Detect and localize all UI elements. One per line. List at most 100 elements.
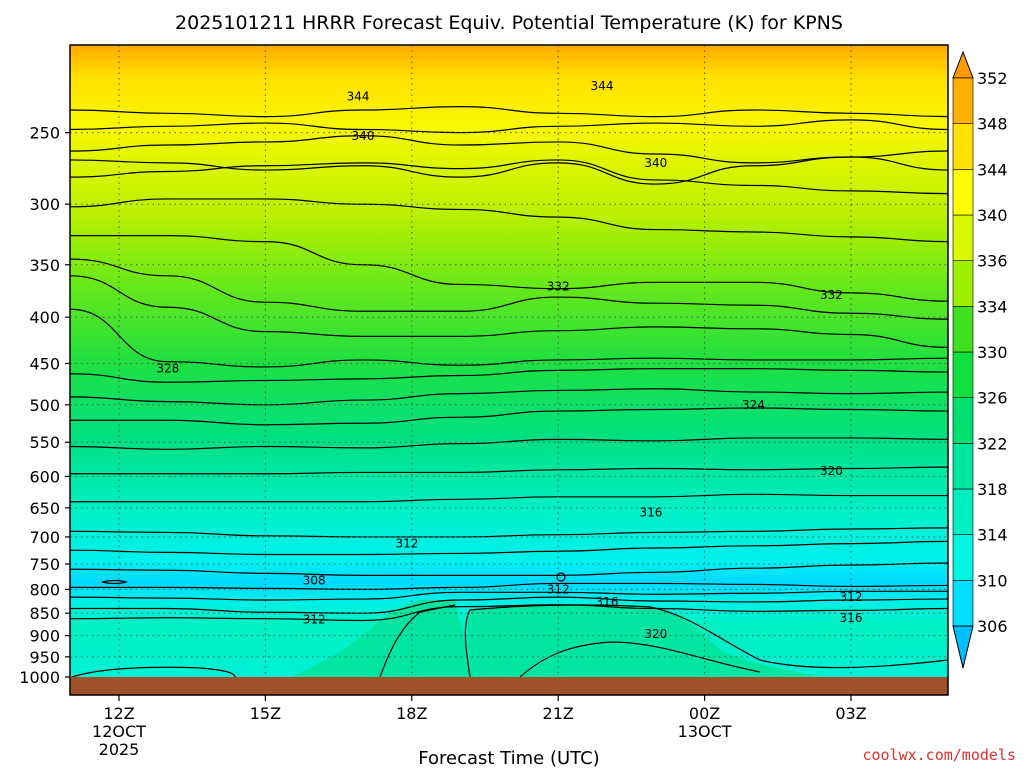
x-tick-label-00Z: 00Z [689, 704, 720, 723]
colorbar-label-330: 330 [977, 343, 1008, 362]
colorbar-segment-9 [952, 169, 974, 216]
contour-line-2 [70, 106, 948, 118]
chart-title: 2025101211 HRRR Forecast Equiv. Potentia… [175, 12, 843, 34]
contour-label-340-3: 340 [644, 156, 667, 170]
colorbar-top-arrow [952, 50, 974, 79]
colorbar-segment-11 [952, 77, 974, 124]
contour-line-9 [70, 275, 948, 348]
colorbar-segment-7 [952, 260, 974, 307]
contour-label-312-10: 312 [395, 537, 418, 551]
contour-label-312-15: 312 [303, 613, 326, 627]
contour-labels: 344 344 340 340 332 332 328 324 320 316 312 308 312 3… [156, 79, 862, 641]
contour-label-340-2: 340 [352, 129, 375, 143]
contour-line-3 [70, 119, 948, 134]
x-tick-sublabel-2025: 2025 [99, 740, 140, 759]
contour-label-320-8: 320 [820, 464, 843, 478]
contour-label-344-1: 344 [591, 79, 614, 93]
x-tick-sublabel-13OCT: 13OCT [678, 722, 732, 741]
x-tick-label-15Z: 15Z [250, 704, 281, 723]
contour-label-308-11: 308 [303, 573, 326, 587]
colorbar-segment-6 [952, 306, 974, 353]
colorbar-segment-8 [952, 214, 974, 261]
colorbar-segment-2 [952, 488, 974, 535]
colorbar-label-336: 336 [977, 252, 1008, 271]
contour-label-316-9: 316 [639, 506, 662, 520]
colorbar-segment-1 [952, 534, 974, 581]
y-tick-label-700: 700 [29, 528, 60, 547]
y-tick-label-650: 650 [29, 499, 60, 518]
contour-line-8 [70, 258, 948, 320]
contour-line-23 [70, 604, 948, 622]
colorbar-segment-3 [952, 443, 974, 490]
contour-line-11 [70, 368, 948, 383]
watermark: coolwx.com/models [862, 746, 1016, 764]
contour-closed-small [101, 579, 128, 585]
y-tick-label-550: 550 [29, 433, 60, 452]
y-tick-label-500: 500 [29, 396, 60, 415]
y-tick-label-900: 900 [29, 627, 60, 646]
grid-lines [70, 45, 948, 677]
surface-blob-1 [290, 600, 470, 677]
y-tick-label-850: 850 [29, 604, 60, 623]
colorbar-segment-0 [952, 580, 974, 627]
contour-line-17 [70, 527, 948, 538]
contour-surface-4 [71, 666, 236, 677]
plot-frame [69, 44, 949, 696]
y-axis: 250 300 350 400 450 500 550 600 650 700 750 800 850 9… [19, 124, 70, 687]
colorbar-segment-5 [952, 351, 974, 398]
y-tick-label-450: 450 [29, 354, 60, 373]
x-tick-label-03Z: 03Z [835, 704, 866, 723]
contour-label-320-17: 320 [644, 627, 667, 641]
surface-blob-3 [72, 669, 235, 677]
contour-label-312-12: 312 [547, 582, 570, 596]
contour-label-324-7: 324 [742, 398, 765, 412]
surface-green-regions [72, 600, 820, 677]
contour-line-15 [70, 466, 948, 475]
ground-bar [70, 677, 948, 695]
contour-line-4 [70, 135, 948, 164]
x-tick-sublabel-12OCT: 12OCT [92, 722, 146, 741]
x-tick-label-21Z: 21Z [543, 704, 574, 723]
y-tick-label-300: 300 [29, 195, 60, 214]
y-tick-label-600: 600 [29, 467, 60, 486]
colorbar-label-348: 348 [977, 115, 1008, 134]
colorbar-segment-4 [952, 397, 974, 444]
contour-line-10 [70, 308, 948, 368]
contour-line-12 [70, 388, 948, 406]
y-tick-label-400: 400 [29, 308, 60, 327]
contour-label-316-16: 316 [840, 611, 863, 625]
y-tick-label-800: 800 [29, 580, 60, 599]
contour-line-5 [70, 159, 948, 195]
contour-line-6 [70, 198, 948, 243]
contour-line-14 [70, 437, 948, 450]
colorbar-label-352: 352 [977, 69, 1008, 88]
surface-blob-2 [467, 604, 820, 677]
colorbar: 306 310 314 318 322 326 330 334 336 340 344 348 352 [952, 50, 1008, 669]
colorbar-label-314: 314 [977, 526, 1008, 545]
contour-label-316-13: 316 [596, 595, 619, 609]
colorbar-label-306: 306 [977, 617, 1008, 636]
contour-label-332-4: 332 [547, 280, 570, 294]
contour-label-344-0: 344 [347, 89, 370, 103]
x-tick-label-18Z: 18Z [396, 704, 427, 723]
colorbar-label-322: 322 [977, 434, 1008, 453]
contour-label-312-14: 312 [840, 590, 863, 604]
contour-closed-point [556, 572, 566, 582]
contour-label-328-6: 328 [156, 362, 179, 376]
y-tick-label-250: 250 [29, 124, 60, 143]
contour-label-332-5: 332 [820, 288, 843, 302]
contour-line-13 [70, 407, 948, 426]
contour-line-20 [70, 582, 948, 590]
contour-line-1 [70, 156, 948, 185]
plot-area: 344 344 340 340 332 332 328 324 320 316 312 308 312 3… [69, 44, 949, 696]
colorbar-label-326: 326 [977, 389, 1008, 408]
contour-surface-3 [519, 641, 761, 677]
colorbar-label-310: 310 [977, 571, 1008, 590]
contour-surface-2 [464, 604, 948, 677]
y-tick-label-950: 950 [29, 648, 60, 667]
contour-line-21 [70, 590, 948, 601]
colorbar-label-344: 344 [977, 160, 1008, 179]
colorbar-label-334: 334 [977, 297, 1008, 316]
